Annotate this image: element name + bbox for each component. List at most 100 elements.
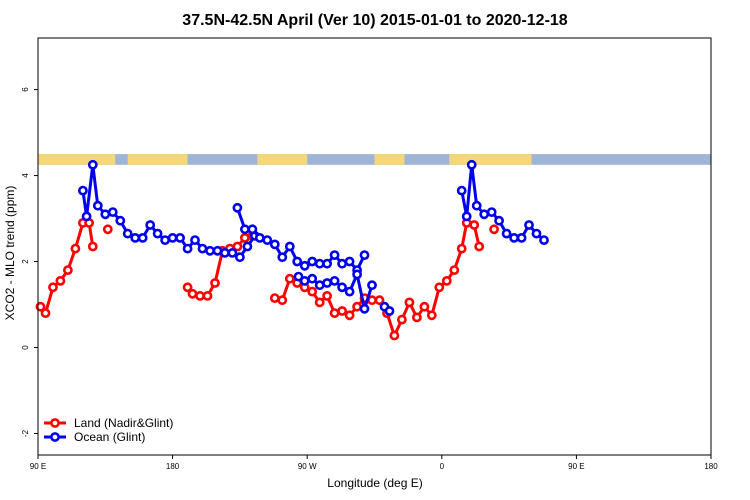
- x-tick-label-1: 180: [166, 462, 180, 471]
- x-tick-label-0: 90 E: [30, 462, 46, 471]
- land-point-3-7: [322, 290, 332, 301]
- land-point-2-2: [195, 290, 205, 301]
- ocean-point-0-14: [175, 232, 185, 243]
- land-point-0-2: [48, 282, 58, 293]
- ocean-point-0-2: [87, 159, 98, 170]
- x-axis-label: Longitude (deg E): [327, 476, 422, 490]
- ocean-point-0-4: [100, 209, 111, 220]
- land-point-0-1: [40, 308, 51, 318]
- ocean-point-1-0: [232, 202, 243, 213]
- ocean-point-2-1: [299, 275, 310, 286]
- ocean-point-0-15: [182, 243, 193, 254]
- ocean-point-1-9: [299, 260, 310, 271]
- land-point-3-8: [329, 308, 340, 318]
- ocean-point-1-10: [307, 256, 318, 267]
- ocean-point-0-23: [242, 241, 253, 252]
- land-point-3-5: [307, 286, 318, 297]
- map-strip-land-2: [257, 154, 308, 165]
- legend-label-0: Land (Nadir&Glint): [74, 416, 173, 430]
- ocean-point-2-7: [344, 286, 355, 297]
- axes-layer: 90 E 180 90 W 0 90 E 180 -2 0 2 4 6: [21, 87, 718, 471]
- x-tick-label-2: 90 W: [298, 462, 317, 471]
- ocean-point-0-18: [205, 245, 215, 256]
- ocean-point-2-9: [359, 303, 370, 314]
- land-point-3-6: [314, 297, 325, 308]
- ocean-point-1-7: [284, 241, 295, 252]
- ocean-point-4-9: [516, 232, 527, 243]
- ocean-point-1-6: [277, 252, 288, 263]
- ocean-point-0-11: [152, 228, 163, 239]
- ocean-point-1-17: [359, 250, 370, 260]
- y-tick-label-4: 6: [21, 87, 30, 92]
- ocean-point-1-15: [344, 256, 355, 267]
- ocean-point-0-5: [107, 207, 118, 217]
- ocean-point-1-8: [292, 256, 303, 267]
- ocean-point-0-13: [167, 232, 178, 243]
- land-point-3-0: [269, 293, 280, 303]
- land-point-3-9: [337, 306, 347, 316]
- ocean-point-0-3: [92, 200, 103, 211]
- map-strip-land-1: [127, 154, 188, 165]
- legend-marker-1: [50, 432, 60, 442]
- ocean-point-4-10: [524, 220, 534, 230]
- ocean-point-4-3: [471, 200, 482, 211]
- ocean-point-3-1: [384, 306, 395, 316]
- ocean-point-4-2: [466, 159, 477, 170]
- land-point-3-27: [469, 220, 480, 230]
- ocean-point-4-11: [531, 228, 542, 239]
- land-point-3-10: [344, 310, 355, 321]
- map-strip-land-4: [449, 154, 532, 165]
- ocean-point-0-0: [78, 185, 88, 196]
- land-point-0-4: [63, 265, 73, 275]
- land-point-1-0: [102, 224, 113, 235]
- land-point-0-0: [35, 301, 46, 312]
- legend: Land (Nadir&Glint)Ocean (Glint): [44, 416, 173, 444]
- legend-marker-0: [50, 418, 60, 428]
- land-point-4-0: [489, 224, 499, 235]
- land-point-3-24: [449, 265, 460, 275]
- ocean-point-4-0: [456, 185, 467, 196]
- land-point-0-5: [70, 243, 81, 254]
- map-strip-land-3: [374, 154, 405, 165]
- y-axis-label: XCO2 - MLO trend (ppm): [3, 186, 17, 321]
- land-point-3-21: [426, 310, 437, 321]
- ocean-point-0-16: [190, 235, 200, 245]
- ocean-point-2-0: [293, 271, 304, 282]
- ocean-point-1-2: [247, 224, 258, 235]
- land-point-3-14: [374, 295, 385, 306]
- y-tick-label-2: 2: [21, 259, 30, 264]
- land-point-0-3: [55, 275, 66, 286]
- ocean-point-1-12: [322, 258, 332, 269]
- land-point-3-18: [404, 297, 415, 308]
- ocean-point-1-14: [337, 258, 347, 269]
- ocean-point-2-10: [367, 280, 377, 291]
- ocean-point-1-4: [262, 235, 273, 245]
- ocean-point-4-7: [501, 228, 512, 239]
- ocean-point-0-22: [234, 252, 245, 263]
- land-point-3-1: [277, 295, 288, 306]
- land-point-3-19: [411, 312, 422, 323]
- ocean-point-4-5: [486, 207, 497, 217]
- land-point-3-16: [389, 330, 400, 341]
- land-point-3-25: [456, 243, 467, 254]
- ocean-point-4-6: [494, 215, 504, 226]
- ocean-point-1-13: [329, 250, 340, 260]
- land-point-2-1: [187, 288, 198, 299]
- y-tick-label-3: 4: [21, 173, 30, 178]
- land-point-3-28: [474, 241, 485, 252]
- ocean-point-1-3: [254, 232, 265, 243]
- land-point-2-3: [202, 290, 213, 301]
- ocean-point-2-8: [352, 269, 362, 280]
- ocean-point-1-1: [239, 224, 250, 235]
- ocean-point-0-10: [145, 220, 156, 230]
- ocean-point-0-1: [81, 211, 92, 222]
- ocean-point-0-21: [227, 247, 238, 258]
- land-point-3-2: [284, 273, 295, 284]
- ocean-point-4-8: [509, 232, 519, 243]
- ocean-point-2-4: [322, 278, 332, 288]
- land-point-2-0: [182, 282, 193, 293]
- land-point-2-7: [232, 241, 243, 252]
- land-point-3-17: [396, 314, 407, 325]
- chart-title: 37.5N-42.5N April (Ver 10) 2015-01-01 to…: [182, 12, 568, 29]
